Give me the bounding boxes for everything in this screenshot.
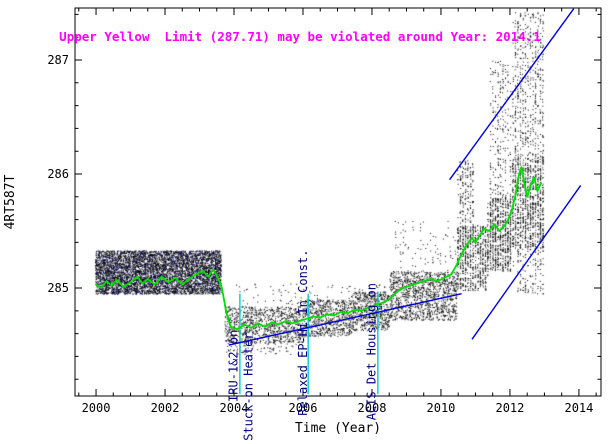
chart-title: Upper Yellow Limit (287.71) may be viola… xyxy=(59,29,541,44)
y-tick-label: 285 xyxy=(47,281,69,295)
limit-line xyxy=(449,8,575,181)
event-annotation: ACIS Det Housing on xyxy=(364,283,378,420)
y-tick-label: 286 xyxy=(47,167,69,181)
x-tick-label: 2008 xyxy=(358,401,387,415)
moving-average-line xyxy=(95,166,542,331)
limit-line xyxy=(228,293,462,346)
x-tick-label: 2004 xyxy=(220,401,249,415)
event-lines xyxy=(239,291,379,395)
plot-frame xyxy=(74,7,602,397)
event-annotation: Stuck-on Heater xyxy=(242,332,256,440)
x-tick-label: 2000 xyxy=(82,401,111,415)
x-tick-label: 2002 xyxy=(151,401,180,415)
limit-line xyxy=(471,185,582,340)
y-axis-label: 4RT587T xyxy=(3,174,18,229)
x-axis-label: Time (Year) xyxy=(295,421,381,436)
y-tick-label: 287 xyxy=(47,53,69,67)
event-annotation: Relaxed EP-Hi In Const. xyxy=(296,250,310,416)
event-annotation: IRU-1&2 on xyxy=(226,330,240,402)
x-tick-label: 2010 xyxy=(427,401,456,415)
event-annotations: IRU-1&2 on Stuck-on Heater Relaxed EP-Hi I… xyxy=(226,250,378,441)
tick-labels: 2000 2002 2004 2006 2008 2010 2012 2014 285 286 28… xyxy=(47,53,593,415)
x-tick-label: 2014 xyxy=(564,401,593,415)
x-tick-label: 2006 xyxy=(289,401,318,415)
limit-trend-lines xyxy=(228,8,582,346)
x-tick-label: 2012 xyxy=(495,401,524,415)
